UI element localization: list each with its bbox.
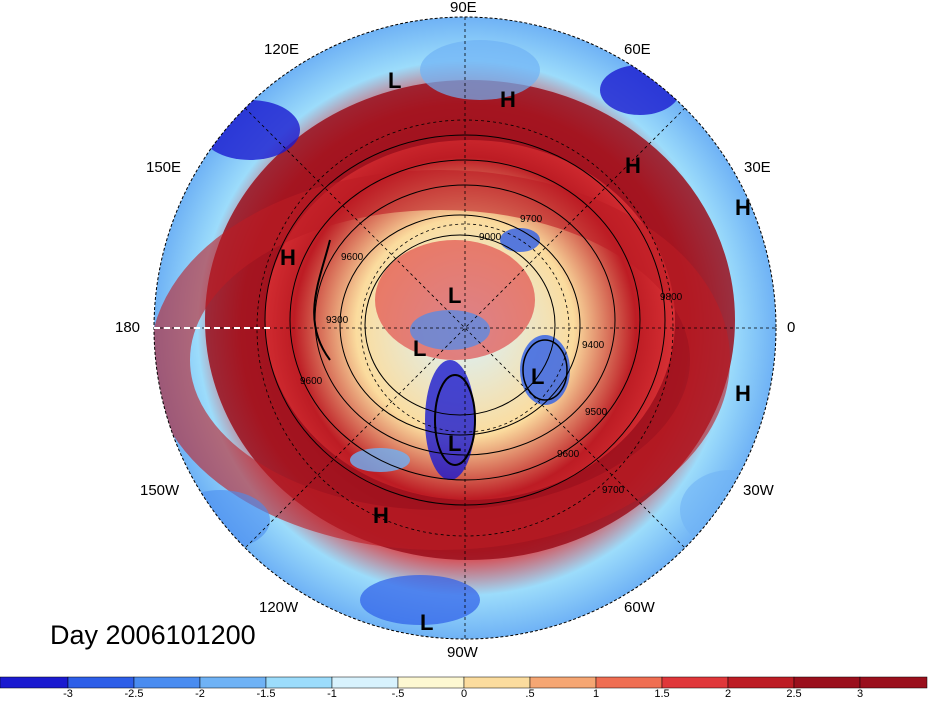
contour-label: 9600 [557,449,580,460]
colorbar-box [199,676,267,689]
contour-label: 9400 [582,340,605,351]
pressure-center-label: H [735,195,751,220]
colorbar-tick-label: 1.5 [654,688,670,700]
colorbar-box [397,676,465,689]
longitude-label: 30W [743,482,774,499]
longitude-label: 60W [624,599,655,616]
colorbar-tick-label: 2 [724,688,732,700]
map-title: Day 2006101200 [50,620,256,650]
pressure-center-label: L [531,364,545,389]
colorbar-tick-label: -2 [195,688,205,700]
colorbar-tick-label: -3 [63,688,73,700]
colorbar [0,676,928,689]
anomaly-field [154,17,776,639]
longitude-label: 60E [624,41,651,58]
contour-label: 9500 [585,407,608,418]
pressure-center-label: L [448,283,462,308]
pressure-center-label: L [420,610,434,635]
colorbar-tick-label: -2.5 [124,688,144,700]
pressure-center-label: L [388,68,402,93]
contour-label: 9800 [660,292,683,303]
colorbar-tick-label: 0 [460,688,468,700]
longitude-label: 0 [787,319,796,336]
contour-label-group: 9700 9600 9300 9000 9600 9400 9500 9600 … [300,214,683,496]
colorbar-box [529,676,597,689]
colorbar-tick-label: .5 [525,688,535,700]
contour-label: 9700 [602,485,625,496]
longitude-label: 90E [450,0,477,16]
pressure-center-label: H [735,381,751,406]
pressure-center-label: H [373,503,389,528]
pressure-center-label: H [500,87,516,112]
contour-label: 9300 [326,315,349,326]
colorbar-box [265,676,333,689]
colorbar-box [661,676,729,689]
longitude-label: 90W [447,644,478,661]
colorbar-box [793,676,861,689]
colorbar-tick-label: 1 [592,688,600,700]
longitude-label: 30E [744,159,771,176]
colorbar-box [595,676,663,689]
colorbar-box [0,676,69,689]
contour-label: 9700 [520,214,543,225]
colorbar-tick-label: 3 [856,688,864,700]
longitude-label: 120E [264,41,300,58]
pressure-center-label: L [448,431,462,456]
colorbar-box [727,676,795,689]
colorbar-box [67,676,135,689]
colorbar-box [463,676,531,689]
colorbar-box [133,676,201,689]
longitude-label: 150W [140,482,180,499]
pressure-center-label: L [413,336,427,361]
longitude-label: 180 [115,319,141,336]
contour-label: 9000 [479,232,502,243]
pressure-center-label: H [280,245,296,270]
colorbar-tick-label: -.5 [391,688,405,700]
longitude-label: 120W [259,599,299,616]
colorbar-tick-label: -1 [327,688,337,700]
colorbar-tick-label: 2.5 [786,688,802,700]
contour-label: 9600 [341,252,364,263]
colorbar-box [331,676,399,689]
pressure-center-label: H [625,153,641,178]
longitude-label: 150E [146,159,182,176]
colorbar-tick-label: -1.5 [256,688,276,700]
contour-label: 9600 [300,376,323,387]
colorbar-box [859,676,928,689]
